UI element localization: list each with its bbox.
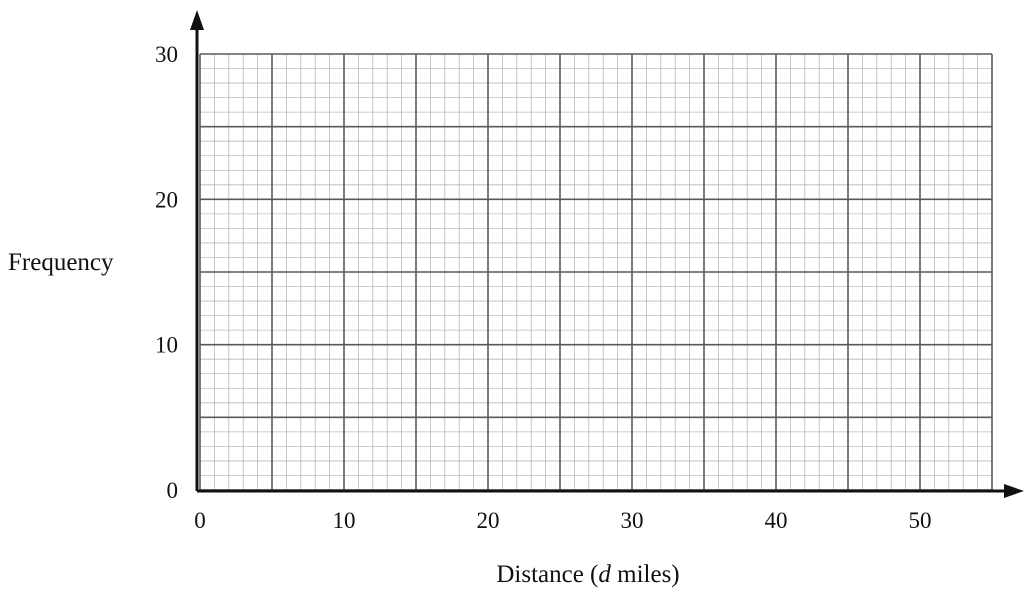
x-tick-label: 10 [333, 508, 356, 533]
y-axis-arrow-icon [190, 10, 204, 30]
y-tick-labels: 0 10 20 30 [155, 42, 178, 503]
y-tick-label: 10 [155, 333, 178, 358]
x-axis-title-variable: d [598, 561, 611, 588]
x-tick-labels: 0 10 20 30 40 50 [194, 508, 931, 533]
x-tick-label: 40 [765, 508, 788, 533]
x-tick-label: 0 [194, 508, 206, 533]
x-axis-arrow-icon [1004, 484, 1024, 498]
x-tick-label: 30 [621, 508, 644, 533]
x-tick-label: 50 [909, 508, 932, 533]
y-axis-title: Frequency [8, 249, 114, 276]
y-tick-label: 20 [155, 187, 178, 212]
y-tick-label: 0 [167, 478, 179, 503]
y-tick-label: 30 [155, 42, 178, 67]
x-axis-title-unit: miles) [611, 561, 680, 588]
x-axis-title-text: Distance ( [496, 561, 598, 588]
x-axis-title: Distance (d miles) [496, 561, 679, 588]
grid-major [199, 53, 993, 491]
x-tick-label: 20 [477, 508, 500, 533]
